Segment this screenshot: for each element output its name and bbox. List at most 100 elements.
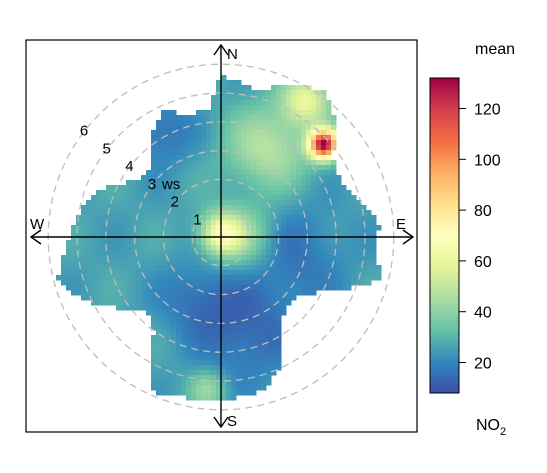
heatmap-cell (226, 155, 232, 161)
heatmap-cell (136, 270, 142, 276)
heatmap-cell (276, 270, 282, 276)
heatmap-cell (216, 300, 222, 306)
heatmap-cell (261, 135, 267, 141)
heatmap-cell (171, 305, 177, 311)
heatmap-cell (266, 195, 272, 201)
heatmap-cell (261, 310, 267, 316)
heatmap-cell (306, 135, 312, 141)
heatmap-cell (286, 165, 292, 171)
heatmap-cell (86, 275, 92, 281)
heatmap-cell (96, 265, 102, 271)
heatmap-cell (326, 195, 332, 201)
heatmap-cell (91, 210, 97, 216)
heatmap-cell (166, 155, 172, 161)
heatmap-cell (201, 315, 207, 321)
heatmap-cell (131, 190, 137, 196)
heatmap-cell (91, 300, 97, 306)
heatmap-cell (201, 145, 207, 151)
heatmap-cell (106, 250, 112, 256)
heatmap-cell (146, 225, 152, 231)
heatmap-cell (301, 290, 307, 296)
heatmap-cell (331, 280, 337, 286)
heatmap-cell (326, 115, 332, 121)
heatmap-cell (261, 375, 267, 381)
heatmap-cell (186, 245, 192, 251)
heatmap-cell (226, 275, 232, 281)
heatmap-cell (251, 275, 257, 281)
heatmap-cell (121, 215, 127, 221)
heatmap-cell (106, 260, 112, 266)
heatmap-cell (271, 360, 277, 366)
heatmap-cell (256, 105, 262, 111)
heatmap-cell (131, 280, 137, 286)
heatmap-cell (291, 215, 297, 221)
heatmap-cell (191, 390, 197, 396)
heatmap-cell (286, 275, 292, 281)
heatmap-cell (271, 105, 277, 111)
heatmap-cell (226, 265, 232, 271)
heatmap-cell (286, 215, 292, 221)
heatmap-cell (96, 215, 102, 221)
heatmap-cell (176, 190, 182, 196)
heatmap-cell (241, 115, 247, 121)
heatmap-cell (291, 190, 297, 196)
heatmap-cell (251, 365, 257, 371)
heatmap-cell (161, 335, 167, 341)
heatmap-cell (56, 275, 62, 281)
heatmap-cell (181, 200, 187, 206)
heatmap-cell (226, 310, 232, 316)
heatmap-cell (146, 300, 152, 306)
heatmap-cell (251, 330, 257, 336)
heatmap-cell (311, 215, 317, 221)
heatmap-cell (81, 250, 87, 256)
heatmap-cell (181, 115, 187, 121)
heatmap-cell (241, 330, 247, 336)
heatmap-cell (326, 160, 332, 166)
heatmap-cell (246, 365, 252, 371)
heatmap-cell (241, 235, 247, 241)
heatmap-cell (316, 240, 322, 246)
heatmap-cell (201, 385, 207, 391)
heatmap-cell (181, 245, 187, 251)
heatmap-cell (81, 275, 87, 281)
heatmap-cell (276, 360, 282, 366)
heatmap-cell (166, 360, 172, 366)
heatmap-cell (116, 190, 122, 196)
heatmap-cell (181, 325, 187, 331)
heatmap-cell (121, 205, 127, 211)
heatmap-cell (231, 160, 237, 166)
heatmap-cell (261, 265, 267, 271)
heatmap-cell (96, 285, 102, 291)
heatmap-cell (116, 275, 122, 281)
heatmap-cell (346, 270, 352, 276)
pollutant-subscript: 2 (500, 426, 506, 438)
heatmap-cell (331, 205, 337, 211)
heatmap-cell (286, 170, 292, 176)
heatmap-cell (256, 320, 262, 326)
heatmap-cell (181, 270, 187, 276)
heatmap-cell (186, 125, 192, 131)
heatmap-cell (251, 130, 257, 136)
heatmap-cell (291, 200, 297, 206)
heatmap-cell (211, 395, 217, 401)
heatmap-cell (266, 145, 272, 151)
heatmap-cell (236, 145, 242, 151)
heatmap-cell (341, 260, 347, 266)
heatmap-cell (246, 355, 252, 361)
heatmap-cell (256, 190, 262, 196)
heatmap-cell (341, 215, 347, 221)
heatmap-cell (371, 260, 377, 266)
heatmap-cell (266, 225, 272, 231)
heatmap-cell (86, 285, 92, 291)
heatmap-cell (111, 195, 117, 201)
heatmap-cell (366, 245, 372, 251)
heatmap-cell (306, 275, 312, 281)
heatmap-cell (306, 210, 312, 216)
heatmap-cell (226, 230, 232, 236)
heatmap-cell (301, 135, 307, 141)
heatmap-cell (176, 335, 182, 341)
heatmap-cell (276, 85, 282, 91)
heatmap-cell (236, 355, 242, 361)
heatmap-cell (271, 235, 277, 241)
heatmap-cell (326, 270, 332, 276)
